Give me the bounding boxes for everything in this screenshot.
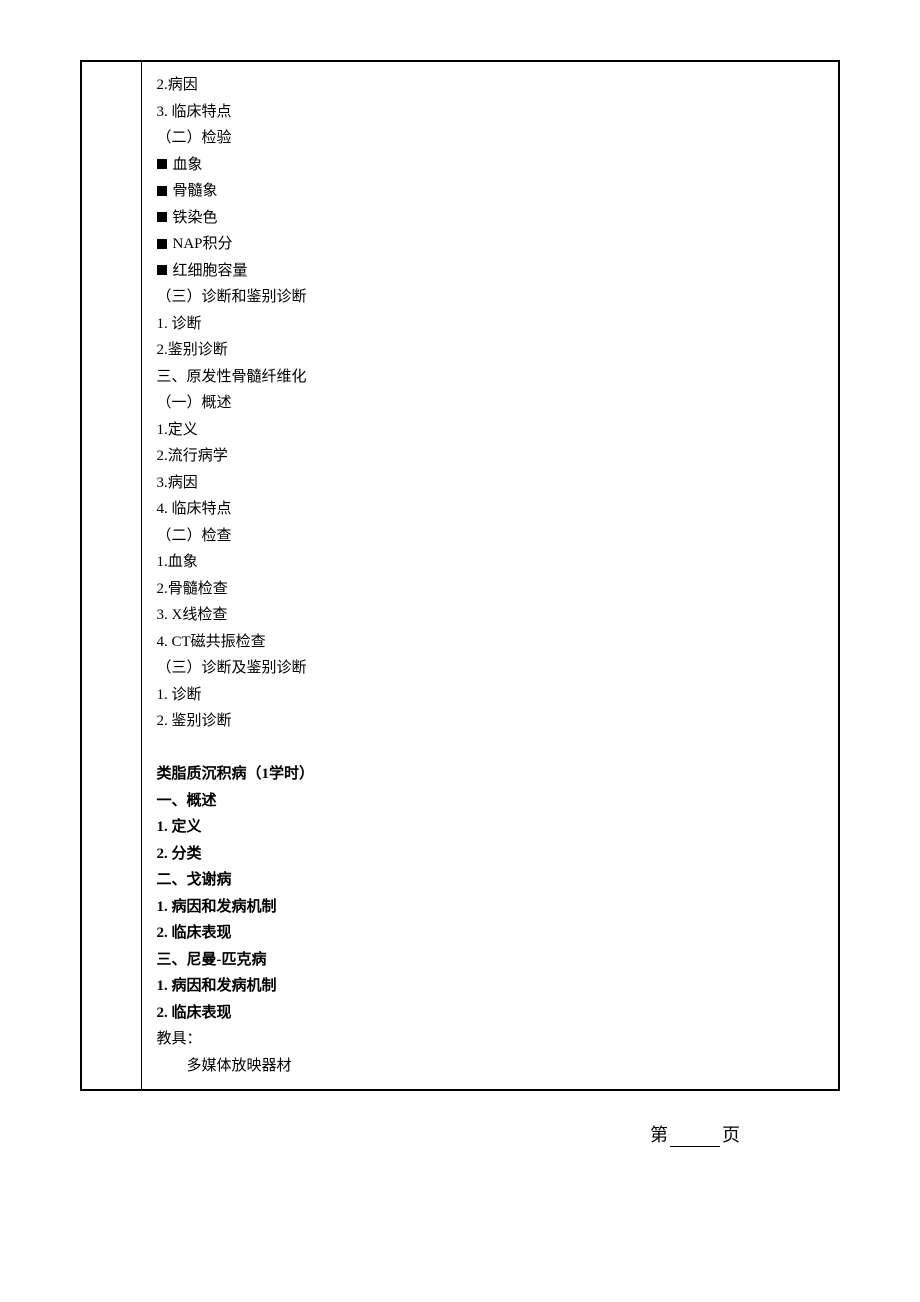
content-line: 多媒体放映器材 bbox=[157, 1053, 824, 1080]
content-line: 2. 分类 bbox=[157, 841, 824, 868]
content-line: NAP积分 bbox=[157, 231, 824, 258]
content-line: 3. X线检查 bbox=[157, 602, 824, 629]
content-line: 骨髓象 bbox=[157, 178, 824, 205]
content-line: 2.流行病学 bbox=[157, 443, 824, 470]
content-line: 1. 诊断 bbox=[157, 682, 824, 709]
content-line: 2. 鉴别诊断 bbox=[157, 708, 824, 735]
content-line: （二）检查 bbox=[157, 523, 824, 550]
bullet-text: 血象 bbox=[173, 157, 203, 173]
content-line: 类脂质沉积病（1学时） bbox=[157, 761, 824, 788]
content-line: 教具： bbox=[157, 1026, 824, 1053]
content-line: （二）检验 bbox=[157, 125, 824, 152]
content-line: 2. 临床表现 bbox=[157, 920, 824, 947]
content-line: 1. 病因和发病机制 bbox=[157, 973, 824, 1000]
bullet-square-icon bbox=[157, 239, 167, 249]
content-line: 铁染色 bbox=[157, 205, 824, 232]
content-line: 2. 临床表现 bbox=[157, 1000, 824, 1027]
content-line: 血象 bbox=[157, 152, 824, 179]
bullet-text: 铁染色 bbox=[173, 210, 218, 226]
bullet-square-icon bbox=[157, 186, 167, 196]
content-line: 三、原发性骨髓纤维化 bbox=[157, 364, 824, 391]
footer-underline bbox=[670, 1146, 720, 1147]
page-container: 2.病因3. 临床特点（二）检验血象骨髓象铁染色 NAP积分红细胞容量 （三）诊断和… bbox=[0, 0, 920, 1187]
content-line: 4. CT磁共振检查 bbox=[157, 629, 824, 656]
content-line: （三）诊断及鉴别诊断 bbox=[157, 655, 824, 682]
content-line: 3.病因 bbox=[157, 470, 824, 497]
content-line: 2.鉴别诊断 bbox=[157, 337, 824, 364]
bullet-square-icon bbox=[157, 265, 167, 275]
page-footer: 第页 bbox=[80, 1121, 840, 1147]
content-line: 一、概述 bbox=[157, 788, 824, 815]
content-line: 4. 临床特点 bbox=[157, 496, 824, 523]
content-line: 1.血象 bbox=[157, 549, 824, 576]
content-line: 2.骨髓检查 bbox=[157, 576, 824, 603]
bullet-square-icon bbox=[157, 159, 167, 169]
content-line: 红细胞容量 bbox=[157, 258, 824, 285]
content-line: 1. 定义 bbox=[157, 814, 824, 841]
footer-suffix: 页 bbox=[722, 1125, 740, 1145]
content-line: 三、尼曼-匹克病 bbox=[157, 947, 824, 974]
bullet-square-icon bbox=[157, 212, 167, 222]
footer-prefix: 第 bbox=[650, 1125, 668, 1145]
content-line: 1.定义 bbox=[157, 417, 824, 444]
content-cell: 2.病因3. 临床特点（二）检验血象骨髓象铁染色 NAP积分红细胞容量 （三）诊断和… bbox=[141, 61, 839, 1090]
bullet-text: 骨髓象 bbox=[173, 183, 218, 199]
bullet-text: 红细胞容量 bbox=[173, 263, 248, 279]
content-area: 2.病因3. 临床特点（二）检验血象骨髓象铁染色 NAP积分红细胞容量 （三）诊断和… bbox=[157, 72, 824, 1079]
left-margin-cell bbox=[81, 61, 141, 1090]
main-table: 2.病因3. 临床特点（二）检验血象骨髓象铁染色 NAP积分红细胞容量 （三）诊断和… bbox=[80, 60, 840, 1091]
content-line: （一）概述 bbox=[157, 390, 824, 417]
bullet-text: NAP积分 bbox=[173, 236, 233, 252]
content-line: 1. 诊断 bbox=[157, 311, 824, 338]
content-line: 3. 临床特点 bbox=[157, 99, 824, 126]
content-line: 1. 病因和发病机制 bbox=[157, 894, 824, 921]
content-line: 2.病因 bbox=[157, 72, 824, 99]
content-line: （三）诊断和鉴别诊断 bbox=[157, 284, 824, 311]
content-line bbox=[157, 735, 824, 762]
content-line: 二、戈谢病 bbox=[157, 867, 824, 894]
